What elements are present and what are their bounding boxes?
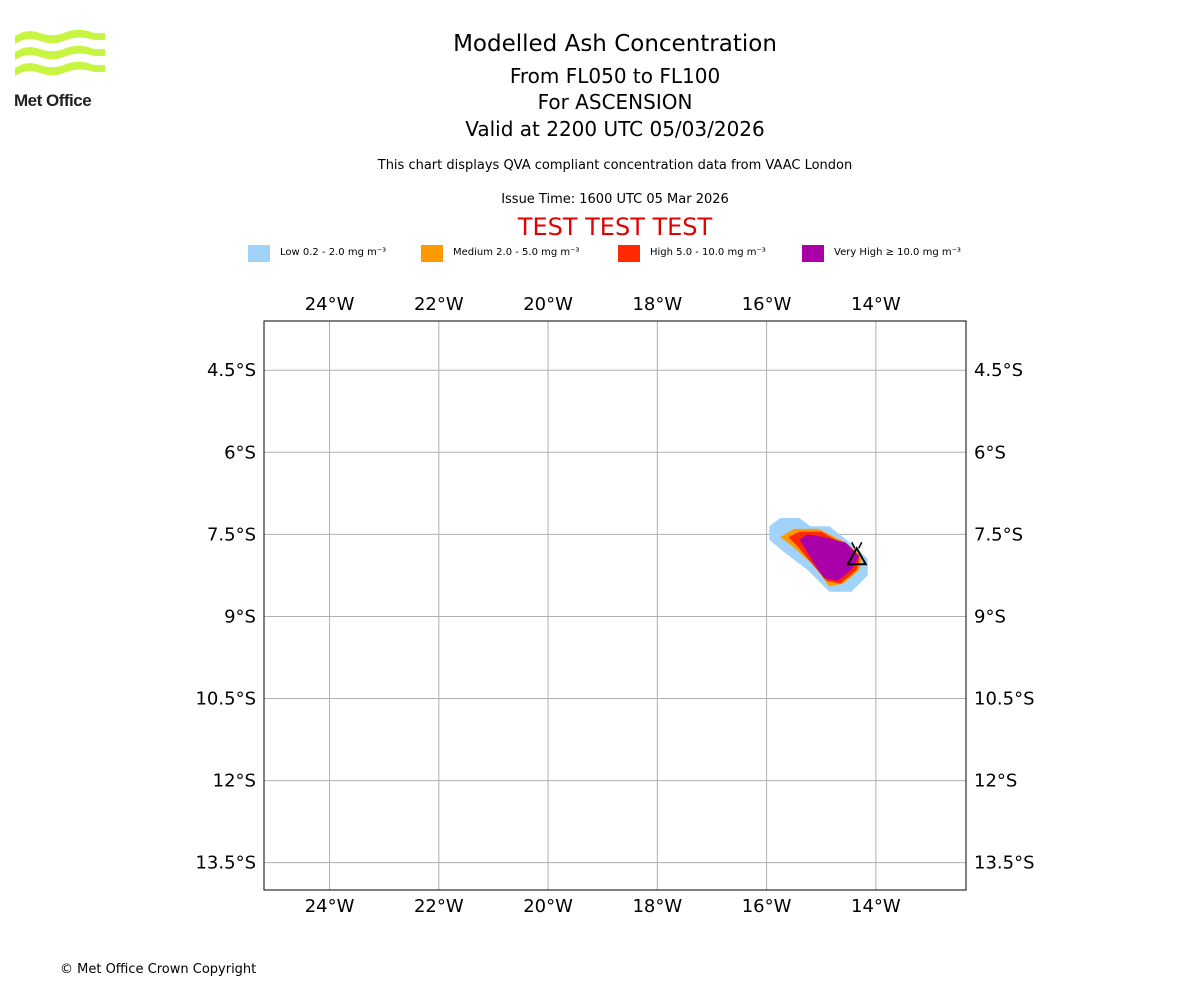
legend-label-very-high: Very High ≥ 10.0 mg m⁻³ [834, 247, 961, 258]
y-tick-label-left: 12°S [213, 771, 256, 792]
x-tick-label-bottom: 20°W [523, 896, 573, 917]
y-tick-label-right: 10.5°S [974, 689, 1035, 710]
met-office-logo [15, 29, 105, 76]
y-tick-label-left: 4.5°S [207, 360, 256, 381]
x-tick-label-top: 16°W [742, 294, 792, 315]
gridlines [264, 321, 966, 890]
y-tick-label-right: 12°S [974, 771, 1017, 792]
legend-swatch-high [618, 245, 640, 262]
legend-swatch-medium [421, 245, 443, 262]
x-tick-label-top: 20°W [523, 294, 573, 315]
copyright: © Met Office Crown Copyright [60, 962, 257, 977]
volcano-location: For ASCENSION [537, 90, 693, 114]
test-banner: TEST TEST TEST [517, 213, 713, 241]
x-tick-label-bottom: 22°W [414, 896, 464, 917]
x-tick-label-bottom: 16°W [742, 896, 792, 917]
y-tick-label-right: 4.5°S [974, 360, 1023, 381]
legend-swatch-low [248, 245, 270, 262]
y-tick-label-left: 7.5°S [207, 524, 256, 545]
y-tick-label-left: 13.5°S [195, 853, 256, 874]
y-tick-label-left: 9°S [224, 606, 256, 627]
x-tick-label-top: 18°W [632, 294, 682, 315]
legend-label-medium: Medium 2.0 - 5.0 mg m⁻³ [453, 247, 580, 258]
valid-time: Valid at 2200 UTC 05/03/2026 [465, 117, 765, 141]
y-tick-label-right: 6°S [974, 442, 1006, 463]
map-frame [263, 320, 967, 891]
legend-swatch-very-high [802, 245, 824, 262]
flight-levels: From FL050 to FL100 [509, 64, 721, 88]
x-tick-label-bottom: 24°W [305, 896, 355, 917]
ash-region-very-high [799, 534, 860, 581]
x-tick-label-bottom: 14°W [851, 896, 901, 917]
compliance-note: This chart displays QVA compliant concen… [377, 158, 853, 173]
legend-label-high: High 5.0 - 10.0 mg m⁻³ [650, 247, 766, 258]
y-tick-label-right: 13.5°S [974, 853, 1035, 874]
volcano-marker [846, 541, 868, 566]
y-tick-label-right: 9°S [974, 606, 1006, 627]
x-tick-label-top: 14°W [851, 294, 901, 315]
x-tick-label-top: 24°W [305, 294, 355, 315]
volcano-plume-icon [851, 541, 856, 549]
y-tick-label-left: 10.5°S [195, 689, 256, 710]
legend-label-low: Low 0.2 - 2.0 mg m⁻³ [280, 247, 387, 258]
volcano-plume-icon [858, 541, 863, 549]
x-tick-label-bottom: 18°W [632, 896, 682, 917]
y-tick-label-right: 7.5°S [974, 524, 1023, 545]
issue-time: Issue Time: 1600 UTC 05 Mar 2026 [501, 192, 729, 207]
x-tick-label-top: 22°W [414, 294, 464, 315]
axis-tick-labels: 24°W 24°W 22°W 22°W 20°W 20°W 18°W 18°W 16°W 16°W… [195, 294, 1034, 917]
volcano-triangle-icon [846, 546, 868, 566]
brand-name: Met Office [14, 91, 92, 110]
chart-title: Modelled Ash Concentration [453, 31, 777, 57]
ash-regions [769, 518, 868, 592]
y-tick-label-left: 6°S [224, 442, 256, 463]
